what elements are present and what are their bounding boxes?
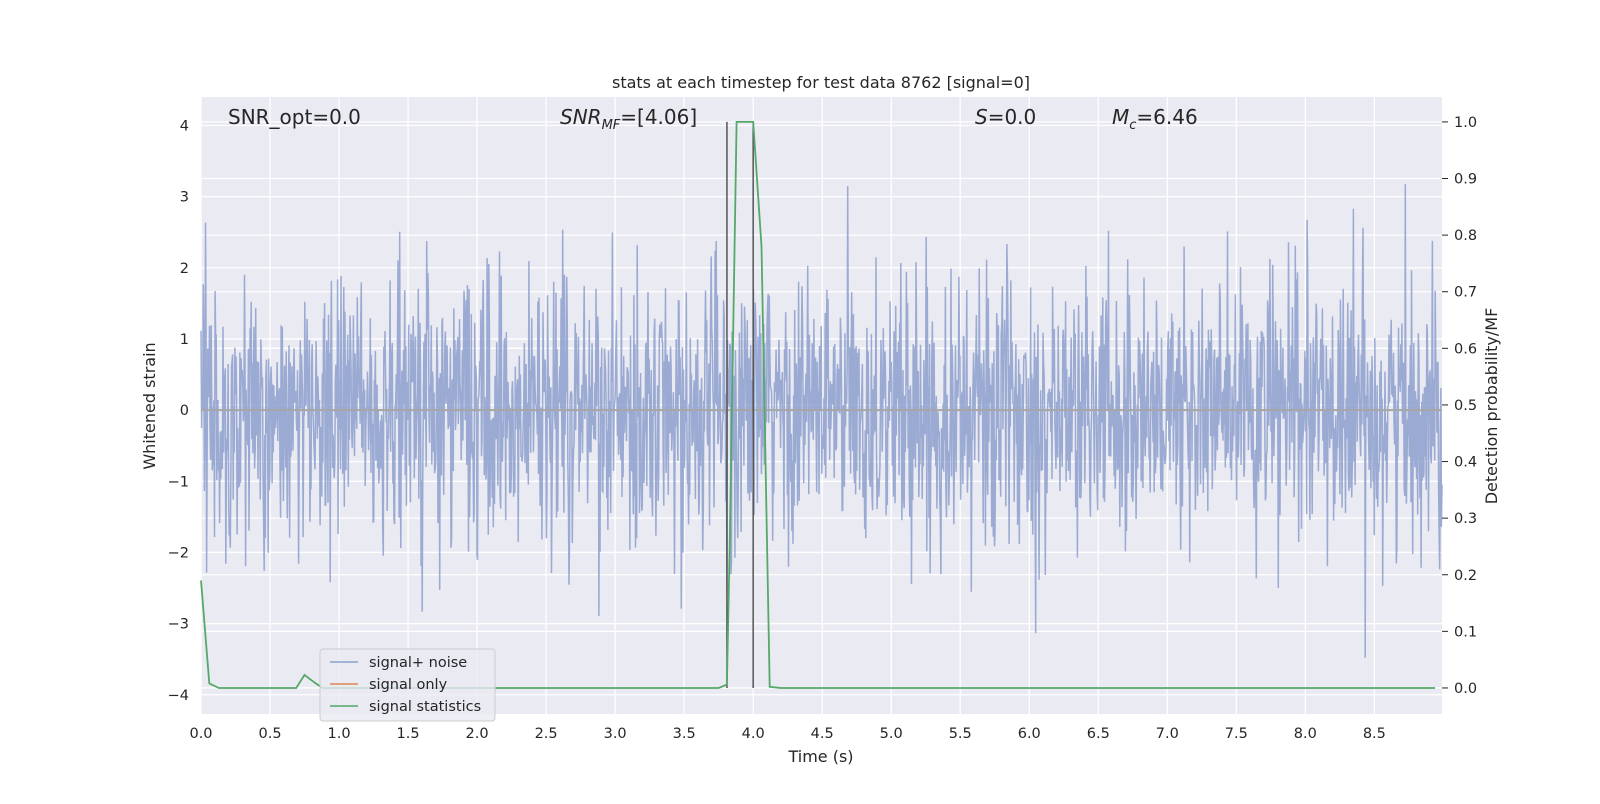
mc-subscript: c xyxy=(1129,118,1136,133)
x-tick-label: 3.0 xyxy=(604,726,627,742)
x-tick-label: 3.5 xyxy=(673,726,696,742)
x-axis-label: Time (s) xyxy=(787,747,853,766)
y-tick-label: 2 xyxy=(180,261,189,277)
y-tick-label: −4 xyxy=(168,688,189,704)
x-tick-label: 8.0 xyxy=(1294,726,1317,742)
legend: signal+ noise signal only signal statist… xyxy=(319,648,496,722)
x-tick-label: 6.5 xyxy=(1087,726,1110,742)
x-tick-label: 0.0 xyxy=(189,726,212,742)
y2-tick-label: 0.3 xyxy=(1454,511,1477,527)
series-signal-statistics xyxy=(200,121,1436,689)
y-axis-label: Whitened strain xyxy=(140,342,159,469)
x-tick-label: 4.0 xyxy=(742,726,765,742)
y-tick-label: −2 xyxy=(168,545,189,561)
x-tick-label: 7.0 xyxy=(1156,726,1179,742)
x-tick-label: 6.0 xyxy=(1018,726,1041,742)
vertical-markers xyxy=(726,121,754,688)
y2-tick-label: 0.6 xyxy=(1454,341,1477,357)
y2-axis-label: Detection probability/MF xyxy=(1482,308,1501,505)
snr-mf-value: =[4.06] xyxy=(620,105,697,129)
legend-label-signal-noise: signal+ noise xyxy=(369,655,467,671)
y-tick-label: 3 xyxy=(180,190,189,206)
x-tick-label: 2.5 xyxy=(535,726,558,742)
legend-label-signal-statistics: signal statistics xyxy=(369,699,481,715)
y2-tick-label: 0.1 xyxy=(1454,624,1477,640)
x-tick-label: 0.5 xyxy=(258,726,281,742)
snr-mf-symbol: SNR xyxy=(560,105,602,129)
x-tick-labels: 0.0 0.5 1.0 1.5 2.0 2.5 3.0 3.5 4.0 4.5 5.0 5.5 6.0 6… xyxy=(189,726,1385,742)
snr-opt-annotation: SNR_opt=0.0 xyxy=(228,105,361,129)
y2-tick-label: 0.4 xyxy=(1454,455,1477,471)
y-tick-label: 0 xyxy=(180,403,189,419)
mc-symbol: M xyxy=(1112,105,1129,129)
legend-box xyxy=(319,648,496,722)
x-tick-label: 8.5 xyxy=(1363,726,1386,742)
x-tick-label: 4.5 xyxy=(811,726,834,742)
snr-mf-annotation: SNRMF=[4.06] xyxy=(560,105,697,133)
y-tick-labels: 4 3 2 1 0 −1 −2 −3 −4 xyxy=(168,118,189,703)
signal-statistics-line xyxy=(200,121,1436,689)
s-value: =0.0 xyxy=(988,105,1037,129)
legend-label-signal-only: signal only xyxy=(369,677,448,693)
s-annotation: S=0.0 xyxy=(975,105,1036,129)
s-symbol: S xyxy=(975,105,988,129)
mc-value: =6.46 xyxy=(1136,105,1197,129)
x-tick-label: 1.0 xyxy=(328,726,351,742)
y2-tick-label: 0.7 xyxy=(1454,285,1477,301)
y-tick-label: −1 xyxy=(168,474,189,490)
mc-annotation: Mc=6.46 xyxy=(1112,105,1198,133)
y2-tick-label: 0.8 xyxy=(1454,228,1477,244)
y2-tick-labels: 1.0 0.9 0.8 0.7 0.6 0.5 0.4 0.3 0.2 0.1 0.0 xyxy=(1442,115,1477,697)
x-tick-label: 5.5 xyxy=(949,726,972,742)
x-tick-label: 7.5 xyxy=(1225,726,1248,742)
snr-mf-subscript: MF xyxy=(602,118,621,133)
x-tick-label: 5.0 xyxy=(880,726,903,742)
y-tick-label: 4 xyxy=(180,118,189,134)
y-tick-label: 1 xyxy=(180,332,189,348)
y2-tick-label: 0.9 xyxy=(1454,172,1477,188)
y2-tick-label: 0.2 xyxy=(1454,568,1477,584)
y2-tick-label: 0.5 xyxy=(1454,398,1477,414)
y2-tick-label: 0.0 xyxy=(1454,681,1477,697)
chart-title: stats at each timestep for test data 876… xyxy=(612,73,1030,92)
y-tick-label: −3 xyxy=(168,617,189,633)
x-tick-label: 1.5 xyxy=(397,726,420,742)
x-tick-label: 2.0 xyxy=(466,726,489,742)
y2-tick-label: 1.0 xyxy=(1454,115,1477,131)
